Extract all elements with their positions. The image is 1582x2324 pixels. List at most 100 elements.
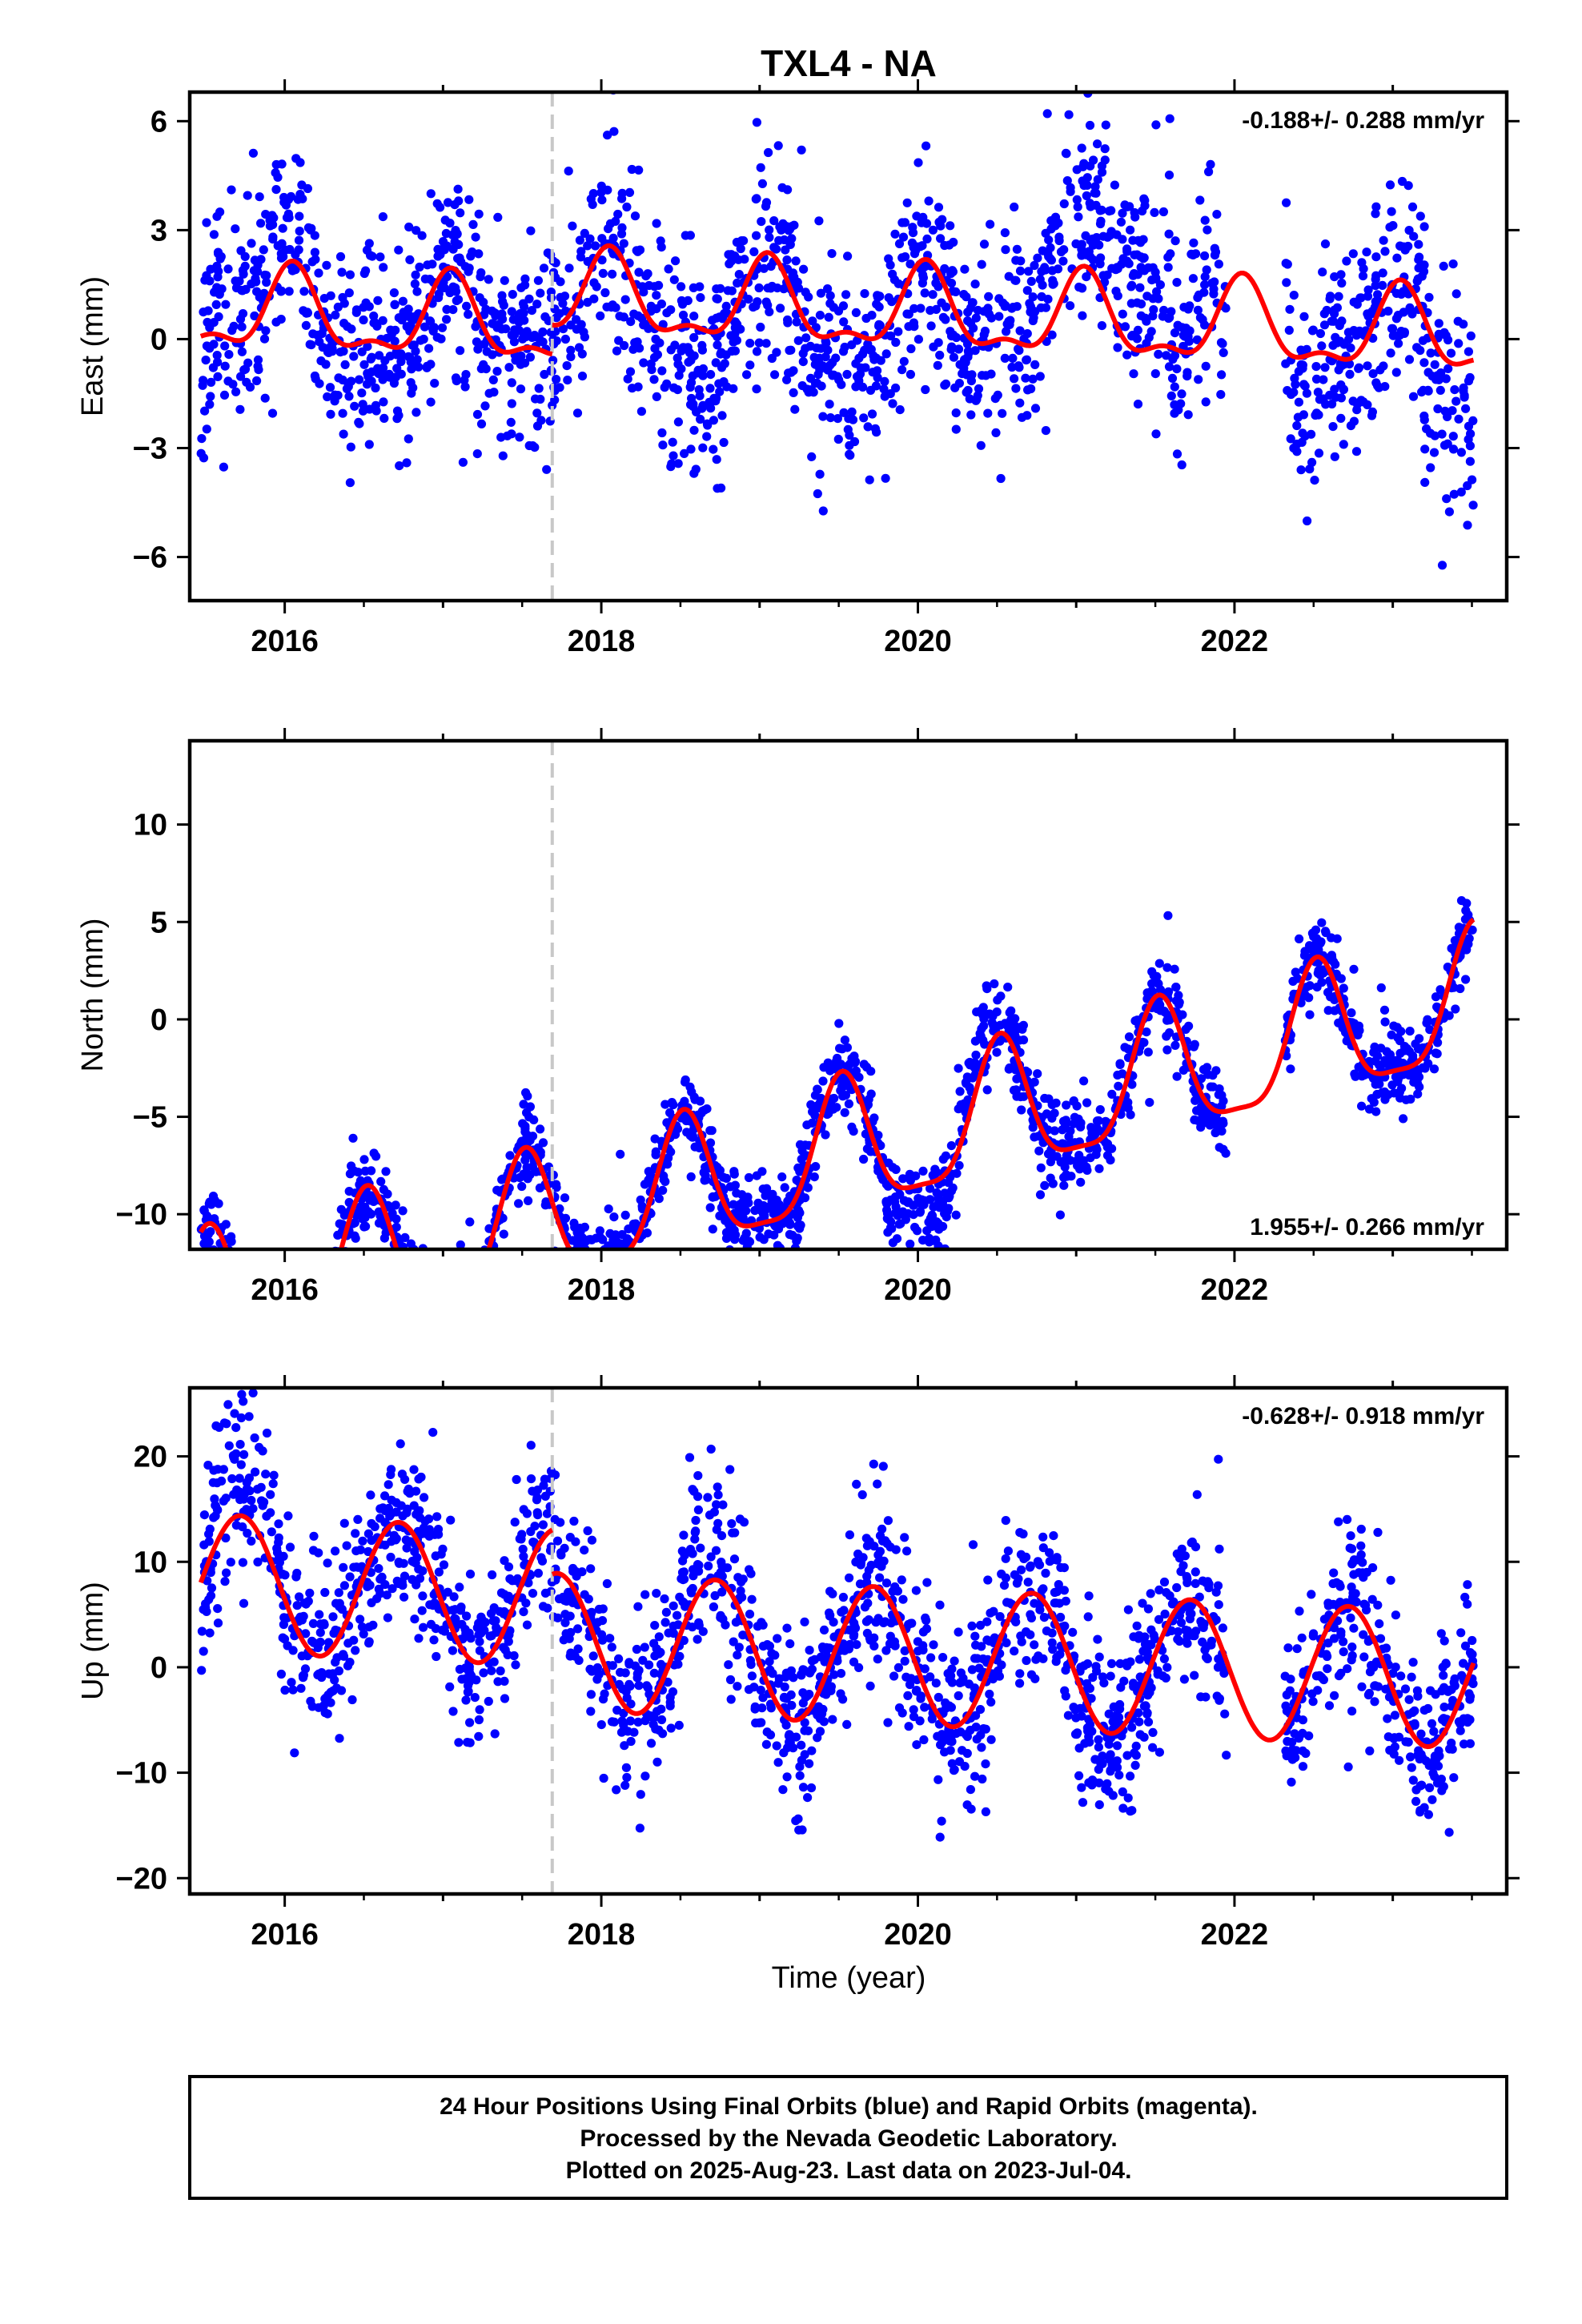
- data-point: [1349, 1623, 1359, 1633]
- data-point: [379, 1233, 389, 1243]
- data-point: [596, 311, 605, 321]
- data-point: [480, 340, 489, 349]
- data-point: [1220, 1709, 1230, 1719]
- data-point: [1177, 460, 1186, 470]
- data-point: [523, 1092, 532, 1101]
- data-point: [742, 370, 752, 380]
- data-point: [1336, 1668, 1346, 1678]
- data-point: [1459, 383, 1468, 392]
- data-point: [795, 1208, 805, 1218]
- data-point: [1331, 392, 1340, 402]
- data-point: [508, 290, 517, 300]
- data-point: [409, 1276, 418, 1285]
- data-point: [345, 270, 355, 279]
- data-point: [1367, 407, 1377, 416]
- data-point: [852, 372, 862, 381]
- data-point: [1194, 290, 1203, 300]
- data-point: [878, 1175, 888, 1184]
- data-point: [912, 1740, 921, 1750]
- data-point: [881, 473, 890, 483]
- data-point: [417, 231, 427, 240]
- data-point: [1468, 1635, 1477, 1646]
- data-point: [823, 1058, 833, 1068]
- data-point: [897, 253, 907, 263]
- data-point: [1097, 321, 1106, 331]
- data-point: [397, 1470, 407, 1479]
- data-point: [1426, 428, 1435, 438]
- data-point: [439, 1560, 449, 1570]
- data-point: [1133, 325, 1142, 335]
- data-point: [197, 434, 207, 444]
- data-point: [1162, 1045, 1172, 1055]
- data-point: [572, 315, 581, 324]
- data-point: [967, 1621, 977, 1630]
- data-point: [946, 332, 957, 341]
- data-point: [934, 1224, 944, 1234]
- data-point: [724, 250, 733, 259]
- data-point: [1001, 245, 1010, 255]
- data-point: [661, 1176, 670, 1186]
- data-point: [1033, 1069, 1042, 1079]
- data-point: [474, 1261, 483, 1270]
- data-point: [331, 1259, 340, 1268]
- data-point: [619, 312, 628, 322]
- data-point: [338, 1262, 347, 1271]
- data-point: [1130, 212, 1140, 222]
- data-point: [1446, 348, 1456, 358]
- data-point: [1051, 1657, 1061, 1667]
- data-point: [620, 1780, 630, 1790]
- data-point: [313, 1337, 322, 1346]
- data-point: [1018, 1024, 1027, 1034]
- data-point: [725, 1229, 734, 1239]
- data-point: [1122, 1100, 1132, 1110]
- data-point: [1010, 374, 1019, 384]
- data-point: [412, 287, 422, 296]
- data-point: [286, 191, 296, 202]
- data-point: [571, 1262, 580, 1271]
- data-point: [929, 1640, 938, 1650]
- data-point: [978, 1010, 987, 1019]
- data-point: [1092, 233, 1102, 243]
- data-point: [412, 1291, 420, 1300]
- data-point: [1084, 1591, 1094, 1601]
- data-point: [613, 1261, 622, 1269]
- data-point: [1015, 1669, 1025, 1679]
- data-point: [1318, 267, 1327, 277]
- data-point: [955, 360, 965, 369]
- data-point: [1310, 476, 1319, 485]
- data-point: [1367, 307, 1377, 316]
- data-point: [237, 322, 247, 332]
- data-point: [299, 1373, 308, 1382]
- data-point: [235, 1298, 243, 1307]
- data-point: [633, 1602, 643, 1611]
- data-point: [438, 1285, 447, 1294]
- data-point: [720, 359, 729, 368]
- data-point: [338, 408, 347, 418]
- data-point: [432, 1321, 440, 1329]
- data-point: [1059, 245, 1069, 255]
- data-point: [493, 212, 503, 222]
- data-point: [1465, 456, 1475, 466]
- data-point: [1069, 1119, 1078, 1128]
- data-point: [990, 1633, 999, 1642]
- data-point: [299, 1332, 307, 1341]
- data-point: [1040, 1093, 1050, 1104]
- data-point: [256, 219, 266, 228]
- data-point: [1433, 404, 1443, 414]
- data-point: [600, 287, 610, 298]
- data-point: [390, 336, 400, 346]
- data-point: [782, 1623, 792, 1633]
- data-point: [242, 1321, 251, 1329]
- data-point: [1035, 1190, 1046, 1200]
- data-point: [954, 1104, 963, 1114]
- data-point: [202, 218, 211, 227]
- data-point: [563, 1250, 572, 1259]
- data-point: [1180, 332, 1190, 341]
- data-point: [431, 1342, 440, 1351]
- data-point: [691, 1515, 701, 1526]
- data-point: [722, 1258, 731, 1267]
- data-point: [1371, 209, 1380, 219]
- data-point: [1014, 1035, 1024, 1045]
- data-point: [1097, 161, 1106, 171]
- data-point: [745, 339, 755, 348]
